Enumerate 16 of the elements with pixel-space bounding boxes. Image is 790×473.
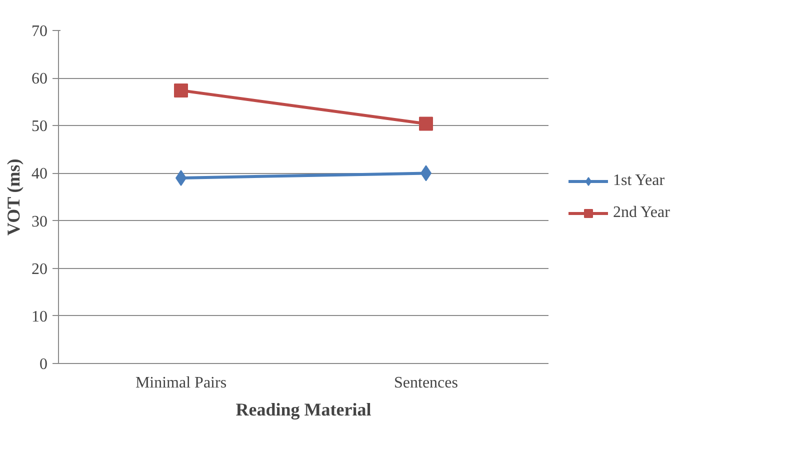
point <box>174 83 188 98</box>
y-tick-label: 50 <box>32 118 48 136</box>
y-tick-label: 60 <box>32 70 48 88</box>
y-tick-label: 40 <box>32 166 48 183</box>
y-tick-label: 0 <box>40 356 48 373</box>
x-tick-label: Minimal Pairs <box>135 374 227 392</box>
y-tick-label: 10 <box>32 308 48 326</box>
x-axis-title: Reading Material <box>236 400 372 420</box>
y-tick-label: 30 <box>32 213 48 230</box>
x-tick-label: Sentences <box>394 374 458 392</box>
legend-label: 1st Year <box>613 172 665 190</box>
y-tick-label: 20 <box>32 260 48 278</box>
legend-label: 2nd Year <box>613 204 670 222</box>
y-tick-label: 70 <box>32 23 48 40</box>
point <box>419 116 433 131</box>
y-axis-title: VOT (ms) <box>4 158 24 236</box>
